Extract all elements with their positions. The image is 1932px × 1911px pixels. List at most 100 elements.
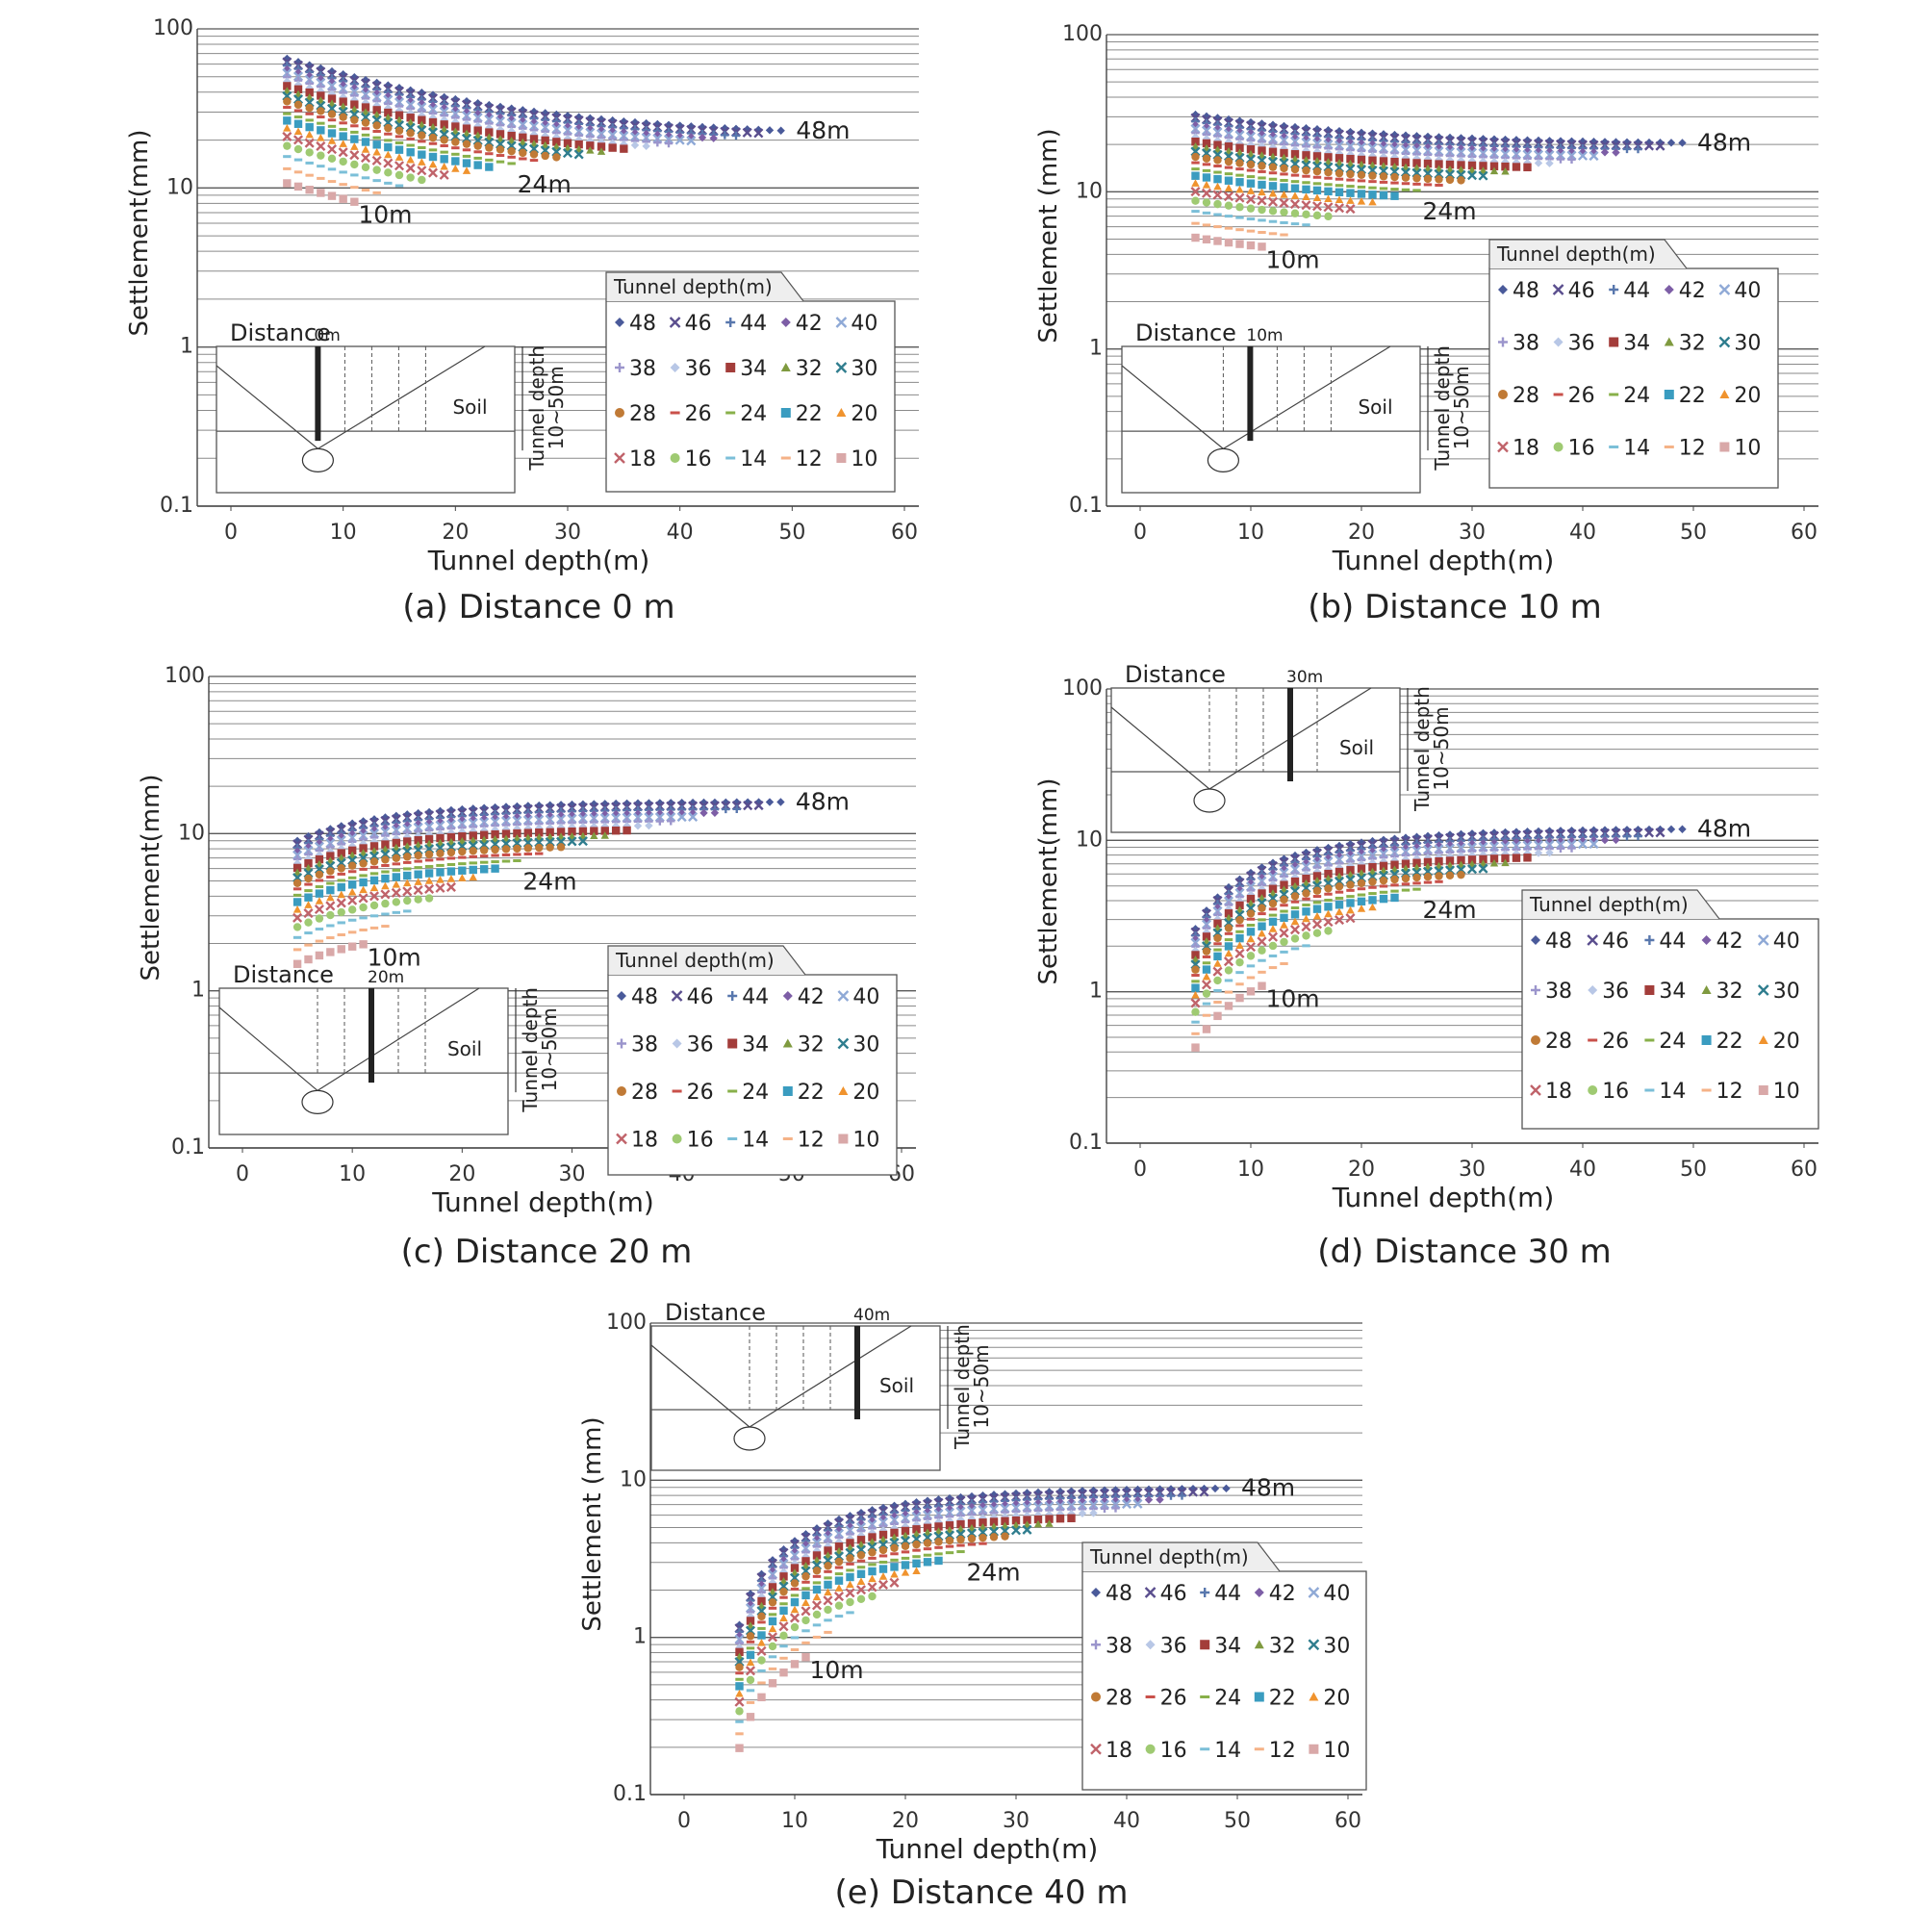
data-point <box>645 809 653 818</box>
data-point <box>541 140 549 149</box>
data-point <box>1346 178 1355 182</box>
data-point <box>912 1559 921 1568</box>
data-point <box>304 882 313 886</box>
legend-label: 30 <box>1734 332 1761 356</box>
data-point <box>1435 160 1443 168</box>
data-point <box>1346 888 1355 892</box>
data-point <box>485 133 494 140</box>
data-point <box>1423 159 1433 168</box>
x-tick-label: 60 <box>1791 521 1818 545</box>
x-axis-label: Tunnel depth(m) <box>431 1186 654 1218</box>
data-point <box>1190 998 1201 1008</box>
data-point <box>315 951 324 960</box>
data-point <box>732 804 741 814</box>
data-point <box>304 918 313 927</box>
legend-title-tab <box>1521 889 1720 920</box>
data-point <box>1202 961 1211 965</box>
data-point <box>1523 146 1532 155</box>
data-point <box>317 134 325 141</box>
data-point <box>596 128 607 140</box>
data-point <box>1224 938 1233 942</box>
data-point <box>501 829 511 838</box>
data-point <box>315 838 324 848</box>
data-point <box>372 111 381 118</box>
data-point <box>556 843 566 852</box>
inset-depth-text: Tunnel depth <box>525 345 548 471</box>
data-point <box>824 1605 832 1615</box>
data-point <box>381 912 390 916</box>
data-point <box>590 827 598 835</box>
data-point <box>540 122 550 133</box>
data-point <box>1324 927 1333 935</box>
series-group <box>734 1484 1231 1752</box>
data-point <box>1412 189 1421 192</box>
data-point <box>824 1630 832 1634</box>
data-point <box>1312 182 1322 186</box>
data-point <box>440 150 448 154</box>
legend-label: 14 <box>1659 1080 1686 1104</box>
data-point <box>735 1671 744 1675</box>
data-point <box>485 143 494 152</box>
annotation-10m: 10m <box>1266 245 1320 273</box>
y-tick-label: 0.1 <box>613 1782 647 1806</box>
data-point <box>327 154 337 164</box>
data-point <box>1166 1485 1176 1493</box>
data-point <box>834 1557 844 1567</box>
data-point <box>1357 905 1366 912</box>
data-point <box>674 135 685 145</box>
data-point <box>590 800 598 808</box>
data-point <box>1435 857 1443 866</box>
data-point <box>392 862 401 866</box>
legend-label: 26 <box>1602 1030 1629 1054</box>
legend-title: Tunnel depth(m) <box>1089 1545 1249 1568</box>
data-point <box>901 1550 910 1554</box>
legend-label: 46 <box>687 985 714 1009</box>
data-point <box>1634 825 1642 834</box>
data-point <box>611 827 621 835</box>
data-point <box>418 115 426 124</box>
data-point <box>394 161 405 171</box>
data-point <box>1401 874 1411 883</box>
data-point <box>1423 880 1433 884</box>
data-point <box>1335 867 1344 877</box>
data-point <box>305 130 314 139</box>
legend-label: 26 <box>1160 1687 1187 1711</box>
data-point <box>403 896 412 905</box>
data-point <box>327 180 337 184</box>
data-point <box>1224 909 1233 918</box>
legend-marker <box>1609 285 1619 294</box>
data-point <box>513 828 521 838</box>
x-tick-label: 20 <box>892 1809 919 1833</box>
data-point <box>338 84 348 94</box>
data-point <box>790 1636 800 1640</box>
data-point <box>1556 155 1565 164</box>
data-point <box>1258 930 1266 937</box>
data-point <box>1346 154 1355 164</box>
data-point <box>528 120 540 132</box>
data-point <box>1268 941 1278 951</box>
legend-label: 14 <box>742 1129 769 1153</box>
data-point <box>812 1551 822 1560</box>
data-point <box>485 152 494 156</box>
data-point <box>1401 188 1411 191</box>
data-point <box>347 887 357 896</box>
legend-marker <box>1531 935 1540 945</box>
data-point <box>945 1536 954 1545</box>
panel-caption: (b) Distance 10 m <box>1308 588 1602 626</box>
data-point <box>472 113 483 123</box>
legend-label: 40 <box>852 985 879 1009</box>
data-point <box>1202 223 1211 227</box>
data-point <box>1235 143 1244 152</box>
legend-label: 16 <box>1160 1739 1187 1763</box>
legend-marker <box>1719 390 1730 398</box>
data-point <box>757 1639 766 1646</box>
data-point <box>392 910 401 914</box>
data-point <box>645 821 653 830</box>
data-point <box>414 895 422 904</box>
data-point <box>1258 889 1266 898</box>
data-point <box>1335 188 1344 197</box>
data-point <box>868 1592 877 1601</box>
data-point <box>1268 182 1278 191</box>
data-point <box>562 125 573 136</box>
